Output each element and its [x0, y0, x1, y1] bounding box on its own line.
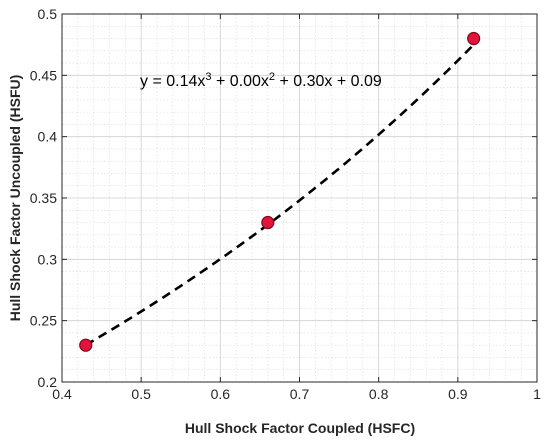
- data-point: [79, 338, 93, 352]
- x-tick-label: 0.4: [52, 386, 72, 402]
- y-axis-ticks: 0.2 0.25 0.3 0.35 0.4 0.45 0.5: [30, 6, 537, 390]
- y-axis-title: Hull Shock Factor Uncoupled (HSFU): [7, 75, 23, 322]
- y-tick-label: 0.25: [30, 313, 57, 329]
- points-layer: [79, 31, 481, 352]
- data-point: [467, 31, 481, 46]
- x-axis-title: Hull Shock Factor Coupled (HSFC): [185, 420, 415, 436]
- y-tick-label: 0.35: [30, 190, 57, 206]
- y-tick-label: 0.45: [30, 67, 57, 83]
- x-tick-label: 0.7: [290, 386, 310, 402]
- data-point: [261, 215, 275, 230]
- x-tick-label: 1: [533, 386, 541, 402]
- y-tick-label: 0.4: [38, 129, 58, 145]
- x-tick-label: 0.9: [448, 386, 468, 402]
- x-tick-label: 0.8: [369, 386, 389, 402]
- fit-equation: y = 0.14x3 + 0.00x2 + 0.30x + 0.09: [140, 71, 382, 90]
- fit-curve: [85, 43, 475, 347]
- x-tick-label: 0.5: [131, 386, 151, 402]
- y-tick-label: 0.3: [38, 251, 58, 267]
- fit-layer: [85, 43, 475, 347]
- x-axis-ticks: 0.4 0.5 0.6 0.7 0.8 0.9 1: [52, 14, 541, 402]
- y-tick-label: 0.2: [38, 374, 58, 390]
- y-tick-label: 0.5: [38, 6, 58, 22]
- x-tick-label: 0.6: [211, 386, 231, 402]
